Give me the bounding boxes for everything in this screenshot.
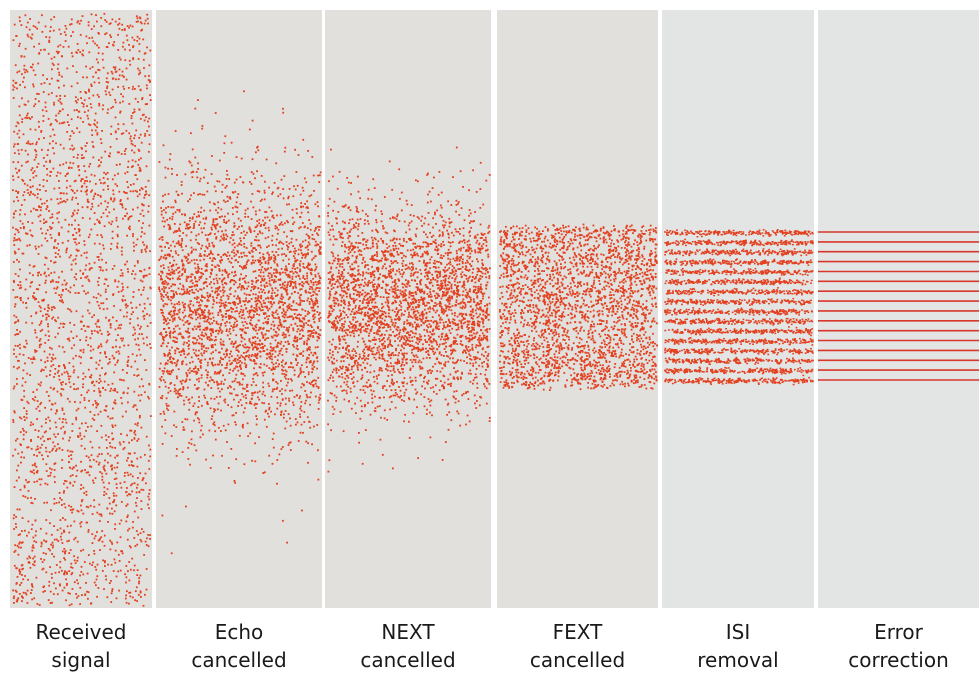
- stage-label-error-correction: Error correction: [818, 618, 979, 674]
- stage-label-isi-removal: ISI removal: [662, 618, 814, 674]
- stage-label-line1: Received: [35, 620, 127, 644]
- stage-label-line2: cancelled: [360, 648, 456, 672]
- stage-label-line1: FEXT: [552, 620, 603, 644]
- stage-label-line1: NEXT: [381, 620, 435, 644]
- stage-label-line1: Error: [874, 620, 923, 644]
- stage-panel-echo-cancelled: [156, 10, 322, 608]
- stage-panel-isi-removal: [662, 10, 814, 608]
- noise-points: [12, 12, 152, 607]
- stage-label-line2: removal: [697, 648, 779, 672]
- stage-label-received-signal: Received signal: [10, 618, 152, 674]
- stage-panel-fext-cancelled: [497, 10, 658, 608]
- stage-panel-next-cancelled: [325, 10, 491, 608]
- stage-label-line2: correction: [848, 648, 949, 672]
- stage-label-line2: cancelled: [529, 648, 626, 672]
- level-lines: [818, 231, 979, 381]
- noise-points: [327, 146, 491, 473]
- panel-background: [818, 10, 979, 608]
- stage-label-line2: cancelled: [191, 648, 287, 672]
- stage-label-line1: Echo: [214, 620, 264, 644]
- noise-points: [499, 223, 658, 391]
- noise-points: [158, 90, 322, 555]
- stage-label-line2: signal: [51, 648, 111, 672]
- stage-panel-received-signal: [10, 10, 152, 608]
- stage-label-next-cancelled: NEXT cancelled: [325, 618, 491, 674]
- stage-label-echo-cancelled: Echo cancelled: [156, 618, 322, 674]
- level-clusters: [664, 229, 814, 386]
- stage-label-line1: ISI: [725, 620, 751, 644]
- stage-label-fext-cancelled: FEXT cancelled: [497, 618, 658, 674]
- panel-background: [10, 10, 152, 608]
- stage-panels: [10, 10, 979, 608]
- stage-panel-error-correction: [818, 10, 979, 608]
